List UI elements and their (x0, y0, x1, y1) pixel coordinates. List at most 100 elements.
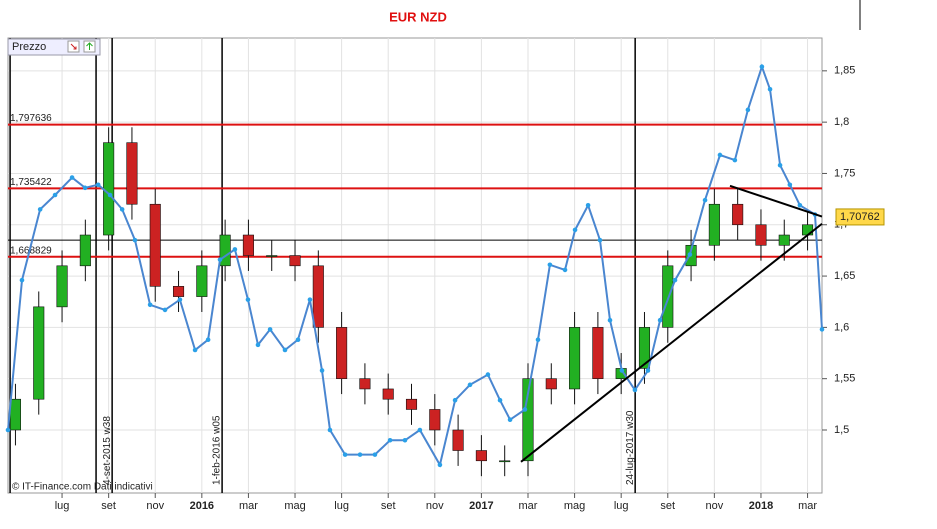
candle-body (336, 327, 348, 379)
point (452, 397, 458, 403)
price-tag-label: 1,70762 (840, 211, 880, 223)
x-tick-label: set (381, 500, 396, 512)
candle-body (103, 142, 115, 236)
candle-body (475, 450, 487, 462)
x-tick-label: 2018 (749, 500, 773, 512)
point (522, 407, 528, 412)
candle-body (545, 378, 557, 390)
point (82, 185, 88, 191)
point (507, 417, 513, 423)
point (535, 337, 541, 342)
point (702, 197, 708, 203)
x-tick-label: set (660, 500, 675, 512)
point (255, 342, 261, 348)
x-tick-label: lug (334, 500, 349, 512)
x-tick-label: set (101, 500, 116, 512)
point (562, 267, 568, 273)
point (5, 427, 11, 433)
point (37, 207, 43, 212)
point (645, 368, 651, 373)
candle-body (266, 255, 278, 257)
candle-body (149, 203, 161, 287)
y-tick-label: 1,65 (834, 270, 855, 282)
candle-body (312, 265, 324, 328)
x-tick-label: mar (239, 500, 258, 512)
point (787, 182, 793, 188)
point (767, 87, 773, 92)
point (547, 262, 553, 268)
plot: 1,51,551,61,651,71,751,81,85lugsetnov201… (5, 38, 885, 512)
candle-body (172, 286, 185, 297)
trendline (729, 184, 823, 218)
point (372, 452, 378, 457)
candle-body (56, 265, 68, 308)
point (387, 437, 393, 443)
point (192, 347, 198, 353)
level-label: 1,668829 (10, 245, 52, 256)
point (132, 237, 138, 243)
point (732, 157, 738, 163)
chart-title: EUR NZD (389, 9, 447, 24)
vertical-marker-label: 1-feb-2016 w05 (212, 415, 223, 485)
x-tick-label: mar (519, 500, 538, 512)
y-tick-label: 1,8 (834, 116, 849, 128)
candle-body (405, 398, 418, 410)
x-tick-label: mag (564, 500, 585, 512)
point (619, 368, 625, 373)
y-tick-label: 1,6 (834, 321, 849, 333)
icon-glyph (70, 43, 77, 50)
candle-body (126, 142, 138, 205)
point (759, 64, 765, 70)
point (319, 368, 325, 373)
point (485, 372, 491, 377)
candle-body (569, 327, 581, 390)
candle-body (755, 224, 767, 246)
point (19, 277, 25, 283)
candle-body (429, 409, 441, 431)
icon-glyph (86, 42, 93, 50)
vertical-marker-label: 24-lug-2017 w30 (625, 410, 636, 485)
point (777, 162, 783, 168)
point (52, 192, 58, 198)
point (267, 327, 273, 332)
point (607, 317, 613, 323)
candle-body (196, 265, 208, 297)
x-tick-label: nov (146, 500, 164, 512)
x-tick-label: mag (284, 500, 305, 512)
x-tick-label: lug (614, 500, 629, 512)
x-tick-label: nov (705, 500, 723, 512)
y-tick-label: 1,75 (834, 167, 855, 179)
candle-body (359, 378, 371, 390)
level-label: 1,797636 (10, 113, 52, 124)
candle-body (33, 306, 45, 400)
candle-body (778, 234, 790, 246)
candle-body (708, 203, 720, 246)
line (7, 63, 823, 468)
point (119, 207, 125, 212)
candle-body (452, 429, 464, 451)
point (467, 382, 473, 388)
point (717, 152, 723, 158)
point (572, 227, 578, 233)
candle-body (289, 255, 301, 267)
point (437, 462, 443, 468)
price-tag (835, 208, 885, 226)
point (177, 297, 183, 302)
candle-body (499, 460, 511, 463)
point (205, 337, 211, 342)
legend-label: Prezzo (12, 41, 46, 53)
point (217, 257, 223, 262)
point (497, 397, 503, 403)
point (232, 247, 238, 252)
candle-body (382, 388, 394, 400)
point (282, 347, 288, 353)
point (797, 202, 803, 208)
plot-frame (7, 37, 823, 494)
point (585, 202, 591, 208)
trendline (520, 222, 823, 463)
x-tick-label: mar (798, 500, 817, 512)
x-tick-label: lug (55, 500, 70, 512)
candle-body (732, 203, 744, 226)
point (357, 452, 363, 457)
point (745, 107, 751, 113)
